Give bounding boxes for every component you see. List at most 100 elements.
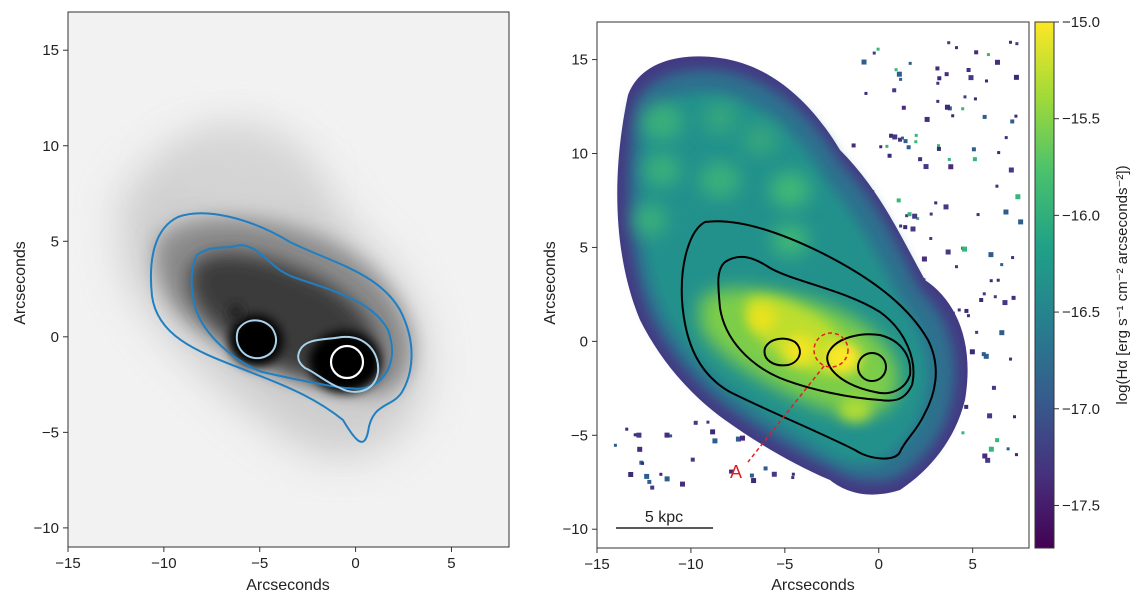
- noise-pixel: [982, 453, 988, 459]
- noise-pixel: [885, 144, 889, 148]
- noise-pixel: [861, 59, 867, 65]
- noise-pixel: [659, 472, 663, 476]
- noise-pixel: [901, 105, 906, 110]
- noise-pixel: [974, 50, 979, 55]
- colorbar-ticks: −15.0 −15.5 −16.0 −16.5 −17.0 −17.5: [1054, 14, 1100, 514]
- colorbar-tick-label: −17.5: [1062, 497, 1100, 514]
- halpha-peak-north: [748, 304, 776, 332]
- noise-pixel: [996, 278, 1000, 282]
- noise-pixel: [986, 53, 990, 57]
- noise-pixel: [971, 147, 976, 152]
- noise-pixel: [625, 427, 629, 431]
- colorbar-fill: [1034, 21, 1055, 549]
- noise-pixel: [900, 136, 904, 140]
- noise-pixel: [908, 61, 912, 65]
- noise-pixel: [964, 404, 969, 409]
- left-y-tick-label: 10: [42, 138, 59, 155]
- noise-pixel: [1003, 209, 1009, 215]
- left-y-tick-label: −10: [34, 520, 59, 537]
- noise-pixel: [650, 485, 655, 490]
- noise-pixel: [985, 457, 991, 463]
- noise-pixel: [966, 68, 971, 73]
- noise-pixel: [729, 469, 734, 474]
- noise-pixel: [1013, 74, 1019, 80]
- noise-pixel: [961, 107, 965, 111]
- left-core-east: [309, 331, 381, 393]
- noise-pixel: [894, 68, 898, 72]
- noise-pixel: [944, 104, 950, 110]
- noise-pixel: [951, 114, 955, 118]
- noise-pixel: [903, 225, 908, 230]
- noise-pixel: [749, 473, 754, 478]
- noise-pixel: [712, 438, 718, 444]
- noise-pixel: [929, 237, 933, 241]
- noise-pixel: [710, 429, 716, 435]
- noise-pixel: [935, 66, 940, 71]
- colorbar-tick-label: −15.0: [1062, 14, 1100, 31]
- noise-pixel: [1012, 415, 1016, 419]
- noise-pixel: [791, 476, 795, 480]
- noise-pixel: [1011, 256, 1015, 260]
- noise-pixel: [937, 76, 942, 81]
- noise-pixel: [905, 214, 909, 218]
- noise-pixel: [735, 436, 741, 442]
- noise-pixel: [936, 99, 940, 103]
- colorbar-tick-label: −16.0: [1062, 207, 1100, 224]
- noise-pixels: [613, 40, 1024, 490]
- noise-pixel: [1009, 357, 1013, 361]
- right-plot-frame: [596, 21, 1030, 549]
- noise-pixel: [993, 295, 997, 299]
- noise-pixel: [751, 478, 757, 484]
- blob-mid-2: [700, 162, 740, 198]
- noise-pixel: [899, 77, 903, 81]
- noise-pixel: [896, 71, 902, 77]
- noise-pixel: [994, 59, 1000, 65]
- left-halo-upper: [160, 125, 312, 226]
- right-y-tick-label: −10: [563, 521, 588, 538]
- right-y-axis-label: Arcseconds: [542, 241, 559, 325]
- noise-pixel: [706, 420, 710, 424]
- noise-pixel: [791, 472, 795, 476]
- left-y-tick-label: 0: [51, 329, 59, 346]
- right-contour-inner-east: [826, 333, 912, 395]
- left-y-tick-label: 15: [42, 42, 59, 59]
- noise-pixel: [912, 213, 918, 219]
- noise-pixel: [936, 146, 941, 151]
- noise-pixel: [923, 164, 929, 170]
- noise-pixel: [983, 353, 989, 359]
- noise-pixel: [999, 330, 1005, 336]
- noise-pixel: [876, 47, 880, 51]
- blob-upper-2: [702, 102, 738, 134]
- left-y-tick-label: 5: [51, 233, 59, 250]
- noise-pixel: [1014, 114, 1018, 118]
- noise-pixel: [899, 224, 903, 228]
- right-y-tick-label: 5: [580, 239, 588, 256]
- noise-pixel: [916, 217, 920, 221]
- noise-pixel: [1018, 219, 1024, 225]
- left-plot-frame: [67, 11, 510, 548]
- noise-pixel: [988, 446, 994, 452]
- colorbar-tick-label: −16.5: [1062, 304, 1100, 321]
- noise-pixel: [934, 201, 938, 205]
- noise-pixel: [918, 157, 923, 162]
- left-knot: [229, 304, 243, 320]
- colorbar-tick-label: −15.5: [1062, 111, 1100, 128]
- noise-pixel: [1014, 453, 1018, 457]
- left-contour-mid: [190, 243, 394, 390]
- noise-pixel: [948, 164, 954, 170]
- right-x-tick-label: −5: [776, 556, 793, 573]
- noise-pixel: [633, 433, 637, 437]
- noise-pixel: [771, 471, 777, 477]
- left-contour-core: [329, 344, 365, 380]
- noise-pixel: [872, 51, 876, 55]
- right-y-tick-label: 10: [571, 146, 588, 163]
- noise-pixel: [947, 41, 951, 45]
- noise-pixel: [693, 420, 698, 425]
- noise-pixel: [864, 91, 868, 95]
- noise-pixel: [637, 446, 643, 452]
- noise-pixel: [979, 297, 984, 302]
- left-x-tick-label: 5: [447, 555, 455, 572]
- right-contour-mid: [717, 255, 915, 402]
- noise-pixel: [962, 246, 968, 252]
- region-a-label: A: [730, 462, 742, 482]
